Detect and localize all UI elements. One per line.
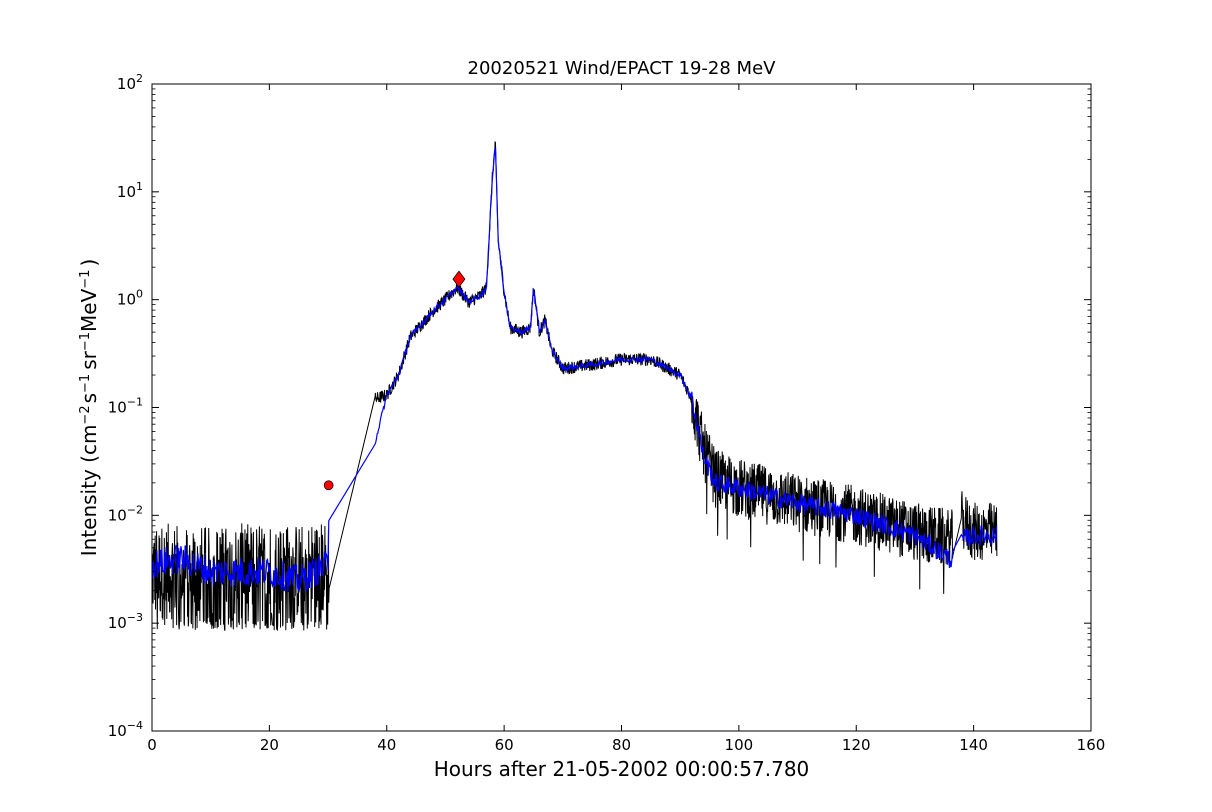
y-tick-label: 10−1 — [108, 396, 143, 417]
marker-diamond — [452, 270, 466, 288]
y-label-exp2: −1 — [78, 374, 93, 393]
ticks-layer: 0 20 40 60 80 100 120 140 160 10−4 10−3 10−2 10−1 100… — [108, 72, 1106, 754]
x-tick-label: 160 — [1077, 736, 1106, 754]
y-tick-label: 102 — [117, 72, 143, 93]
x-tick-label: 80 — [612, 736, 631, 754]
series-layer — [152, 140, 998, 631]
y-label-mev: MeV — [77, 288, 101, 332]
y-tick-label: 100 — [117, 288, 143, 309]
y-label-base: Intensity (cm — [77, 425, 101, 557]
y-tick-label: 10−2 — [108, 503, 143, 524]
x-tick-label: 60 — [495, 736, 514, 754]
marker-layer — [323, 270, 466, 491]
x-tick-label: 140 — [959, 736, 988, 754]
y-label-s: s — [77, 393, 101, 403]
x-tick-label: 100 — [725, 736, 754, 754]
y-tick-label: 10−4 — [108, 719, 143, 740]
x-tick-label: 40 — [377, 736, 396, 754]
y-label-exp1: −2 — [78, 405, 93, 424]
y-axis-label: Intensity (cm−2s−1sr−1MeV−1) — [77, 259, 101, 557]
y-label-exp3: −1 — [78, 332, 93, 351]
marker-circle — [323, 480, 334, 491]
series-line-1 — [152, 148, 998, 594]
x-tick-label: 20 — [260, 736, 279, 754]
y-tick-label: 101 — [117, 180, 143, 201]
x-tick-label: 0 — [147, 736, 157, 754]
x-tick-label: 120 — [842, 736, 871, 754]
chart-title: 20020521 Wind/EPACT 19-28 MeV — [468, 58, 777, 79]
x-axis-label: Hours after 21-05-2002 00:00:57.780 — [434, 757, 810, 781]
y-tick-label: 10−3 — [108, 611, 143, 632]
y-label-close: ) — [77, 259, 101, 267]
y-label-exp4: −1 — [78, 270, 93, 289]
y-label-sr: sr — [77, 350, 101, 369]
